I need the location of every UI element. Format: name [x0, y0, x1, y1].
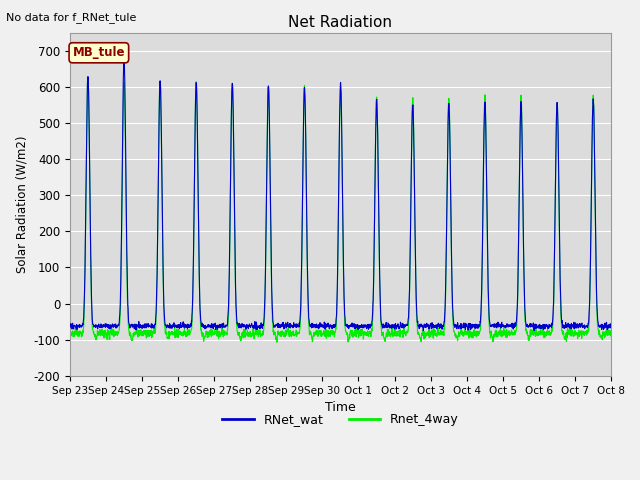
Title: Net Radiation: Net Radiation	[289, 15, 392, 30]
Legend: RNet_wat, Rnet_4way: RNet_wat, Rnet_4way	[218, 408, 463, 432]
Y-axis label: Solar Radiation (W/m2): Solar Radiation (W/m2)	[15, 135, 28, 273]
X-axis label: Time: Time	[325, 401, 356, 414]
Text: MB_tule: MB_tule	[72, 46, 125, 60]
Text: No data for f_RNet_tule: No data for f_RNet_tule	[6, 12, 137, 23]
